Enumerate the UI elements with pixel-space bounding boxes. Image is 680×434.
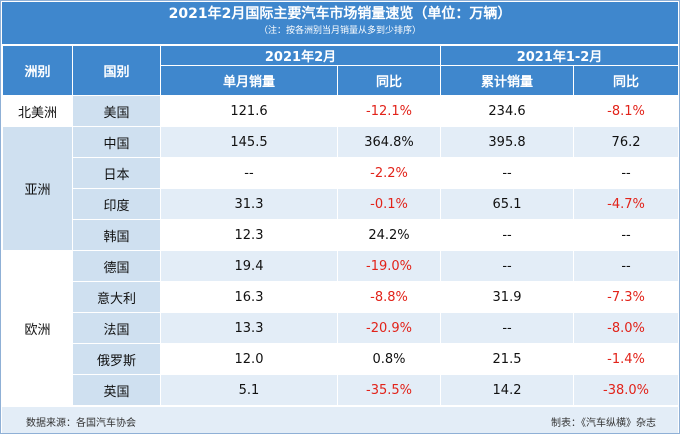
cumulative-sales-cell: -- bbox=[440, 312, 575, 344]
yoy-cumulative-cell: -- bbox=[573, 157, 680, 189]
country-cell: 中国 bbox=[72, 126, 161, 158]
country-cell: 意大利 bbox=[72, 281, 161, 313]
country-cell: 美国 bbox=[72, 95, 161, 127]
yoy-monthly-cell: 364.8% bbox=[336, 126, 442, 158]
table-row: 印度 31.3 -0.1% 65.1 -4.7% bbox=[3, 188, 680, 220]
yoy-monthly-cell: -35.5% bbox=[336, 374, 442, 406]
monthly-sales-cell: 12.0 bbox=[160, 343, 338, 375]
country-cell: 日本 bbox=[72, 157, 161, 189]
yoy-monthly-cell: -20.9% bbox=[336, 312, 442, 344]
table-row: 北美洲 美国 121.6 -12.1% 234.6 -8.1% bbox=[2, 95, 680, 127]
monthly-sales-cell: 31.3 bbox=[160, 188, 338, 220]
table-note: （注：按各洲别当月销量从多到少排序） bbox=[258, 26, 421, 36]
table-title-bar: 2021年2月国际主要汽车市场销量速览（单位：万辆） （注：按各洲别当月销量从多… bbox=[2, 2, 678, 44]
data-source-text: 数据来源：各国汽车协会 bbox=[26, 418, 136, 429]
monthly-sales-cell: 12.3 bbox=[160, 219, 338, 251]
monthly-sales-cell: 16.3 bbox=[160, 281, 338, 313]
monthly-sales-cell: 19.4 bbox=[160, 250, 338, 282]
table-row: 欧洲 德国 19.4 -19.0% -- -- bbox=[2, 250, 680, 406]
cumulative-sales-cell: 65.1 bbox=[440, 188, 575, 220]
cumulative-sales-cell: -- bbox=[440, 219, 575, 251]
monthly-sales-cell: 5.1 bbox=[160, 374, 338, 406]
yoy-cumulative-cell: -8.0% bbox=[573, 312, 680, 344]
yoy-monthly-cell: 0.8% bbox=[336, 343, 442, 375]
yoy-monthly-cell: -8.8% bbox=[336, 281, 442, 313]
yoy-monthly-cell: -2.2% bbox=[336, 157, 442, 189]
table-row: 俄罗斯 12.0 0.8% 21.5 -1.4% bbox=[3, 343, 680, 375]
header-continent: 洲别 bbox=[2, 45, 73, 96]
yoy-cumulative-cell: -- bbox=[573, 219, 680, 251]
continent-asia: 亚洲 bbox=[2, 126, 73, 251]
sales-table: 洲别 国别 2021年2月 2021年1-2月 单月销量 同比 累计销量 同比 … bbox=[2, 45, 680, 406]
cumulative-sales-cell: 31.9 bbox=[440, 281, 575, 313]
monthly-sales-cell: -- bbox=[160, 157, 338, 189]
country-cell: 德国 bbox=[72, 250, 161, 282]
table-maker-text: 制表：《汽车纵横》杂志 bbox=[551, 418, 656, 429]
cumulative-sales-cell: 21.5 bbox=[440, 343, 575, 375]
table-row: 韩国 12.3 24.2% -- -- bbox=[3, 219, 680, 251]
monthly-sales-cell: 121.6 bbox=[160, 95, 338, 127]
country-cell: 法国 bbox=[72, 312, 161, 344]
country-cell: 英国 bbox=[72, 374, 161, 406]
table-row: 意大利 16.3 -8.8% 31.9 -7.3% bbox=[3, 281, 680, 313]
yoy-cumulative-cell: -38.0% bbox=[573, 374, 680, 406]
yoy-monthly-cell: -0.1% bbox=[336, 188, 442, 220]
cumulative-sales-cell: -- bbox=[440, 250, 575, 282]
yoy-cumulative-cell: -- bbox=[573, 250, 680, 282]
cumulative-sales-cell: -- bbox=[440, 157, 575, 189]
country-cell: 印度 bbox=[72, 188, 161, 220]
yoy-cumulative-cell: 76.2 bbox=[573, 126, 680, 158]
yoy-monthly-cell: -12.1% bbox=[336, 95, 442, 127]
yoy-cumulative-cell: -1.4% bbox=[573, 343, 680, 375]
header-country: 国别 bbox=[72, 45, 161, 96]
yoy-monthly-cell: -19.0% bbox=[336, 250, 442, 282]
yoy-cumulative-cell: -7.3% bbox=[573, 281, 680, 313]
header-period-feb: 2021年2月 bbox=[159, 45, 442, 66]
table-title: 2021年2月国际主要汽车市场销量速览（单位：万辆） bbox=[168, 6, 512, 22]
continent-europe: 欧洲 bbox=[2, 250, 73, 406]
table-footer: 数据来源：各国汽车协会 制表：《汽车纵横》杂志 bbox=[2, 407, 678, 433]
monthly-sales-cell: 13.3 bbox=[160, 312, 338, 344]
yoy-monthly-cell: 24.2% bbox=[336, 219, 442, 251]
yoy-cumulative-cell: -8.1% bbox=[573, 95, 680, 127]
header-monthly-sales: 单月销量 bbox=[160, 65, 338, 96]
cumulative-sales-cell: 14.2 bbox=[440, 374, 575, 406]
header-yoy-monthly: 同比 bbox=[336, 65, 442, 96]
country-cell: 俄罗斯 bbox=[72, 343, 161, 375]
table-row: 法国 13.3 -20.9% -- -8.0% bbox=[3, 312, 680, 344]
table-row: 英国 5.1 -35.5% 14.2 -38.0% bbox=[3, 374, 680, 406]
monthly-sales-cell: 145.5 bbox=[160, 126, 338, 158]
header-period-jan-feb: 2021年1-2月 bbox=[440, 45, 680, 66]
continent-north-america: 北美洲 bbox=[2, 95, 73, 127]
country-cell: 韩国 bbox=[72, 219, 161, 251]
header-yoy-cumulative: 同比 bbox=[573, 65, 680, 96]
header-cumulative-sales: 累计销量 bbox=[440, 65, 575, 96]
cumulative-sales-cell: 234.6 bbox=[440, 95, 575, 127]
table-row: 日本 -- -2.2% -- -- bbox=[3, 157, 680, 189]
table-row: 亚洲 中国 145.5 364.8% 395.8 76.2 bbox=[2, 126, 680, 251]
cumulative-sales-cell: 395.8 bbox=[440, 126, 575, 158]
yoy-cumulative-cell: -4.7% bbox=[573, 188, 680, 220]
